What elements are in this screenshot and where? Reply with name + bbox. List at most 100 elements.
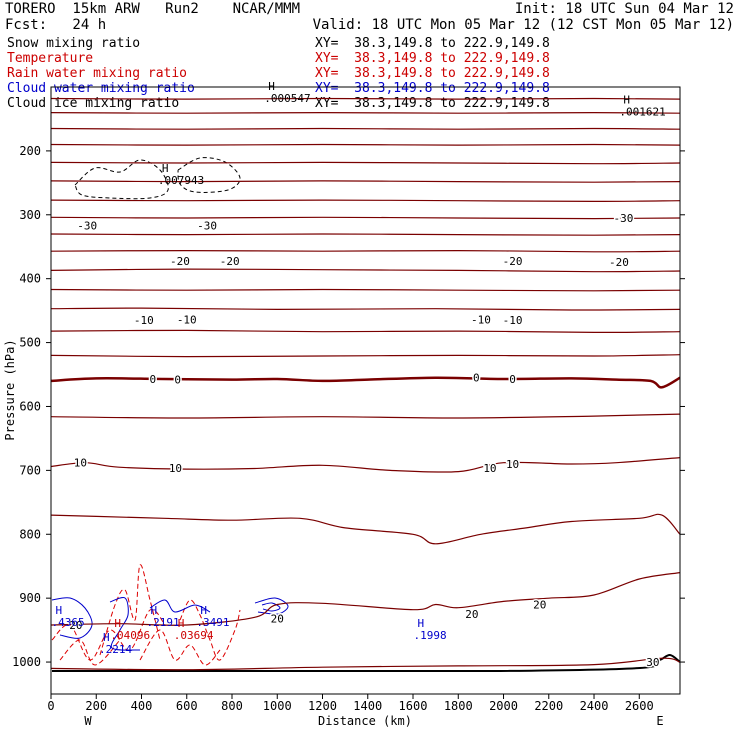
- max-marker: H: [151, 604, 158, 617]
- y-tick-label: 200: [19, 144, 41, 158]
- x-axis-label: Distance (km): [318, 714, 412, 728]
- isotherm-label: 30: [646, 656, 659, 669]
- y-tick-label: 800: [19, 527, 41, 541]
- y-tick-label: 500: [19, 336, 41, 350]
- isotherm-label: 0: [174, 374, 181, 387]
- isotherm-lines: [50, 97, 681, 671]
- field-name-cloud-ice: Cloud ice mixing ratio: [7, 96, 180, 111]
- cloud-water-contour: [149, 599, 211, 613]
- max-marker: H: [623, 94, 630, 107]
- field-name-snow: Snow mixing ratio: [7, 36, 141, 51]
- isotherm-line: [50, 329, 681, 334]
- y-tick-label: 400: [19, 272, 41, 286]
- max-value: .007943: [158, 174, 204, 187]
- isotherm-label: -20: [503, 255, 523, 268]
- x-tick-label: 2400: [580, 699, 609, 713]
- isotherm-label: -20: [220, 255, 240, 268]
- isotherm-line: [50, 180, 681, 183]
- y-tick-label: 300: [19, 208, 41, 222]
- isotherm-line: [50, 111, 681, 114]
- isotherm-line: [50, 657, 681, 671]
- isotherm-line: [50, 97, 681, 100]
- x-tick-label: 1000: [263, 699, 292, 713]
- max-value: .2191: [147, 616, 180, 629]
- header-valid: Valid: 18 UTC Mon 05 Mar 12 (12 CST Mon …: [312, 17, 734, 33]
- isotherm-line: [50, 288, 681, 292]
- isotherm-line: [50, 513, 681, 545]
- header-fcst: Fcst: 24 h: [5, 17, 107, 33]
- x-tick-label: 1600: [399, 699, 428, 713]
- header-init: Init: 18 UTC Sun 04 Mar 12: [514, 1, 734, 17]
- west-label: W: [84, 714, 92, 728]
- isotherm-label: -30: [77, 220, 97, 233]
- y-tick-label: 1000: [12, 655, 41, 669]
- isotherm-label: 0: [473, 372, 480, 385]
- max-marker: H: [200, 604, 207, 617]
- max-value: .000547: [264, 92, 310, 105]
- y-axis-label: Pressure (hPa): [3, 339, 17, 440]
- rain-contour: [59, 639, 121, 666]
- max-marker: H: [178, 617, 185, 630]
- isotherm-label: 10: [483, 462, 496, 475]
- field-xy-snow: XY= 38.3,149.8 to 222.9,149.8: [315, 36, 550, 51]
- cloud-water-contour: [254, 597, 289, 615]
- field-xy-rain: XY= 38.3,149.8 to 222.9,149.8: [315, 66, 550, 81]
- field-xy-temperature: XY= 38.3,149.8 to 222.9,149.8: [315, 51, 550, 66]
- terrain-line: [52, 653, 681, 673]
- isotherm-line: [50, 249, 681, 253]
- max-marker: H: [103, 631, 110, 644]
- isotherm-label: 20: [69, 619, 82, 632]
- isotherm-line: [50, 307, 681, 311]
- isotherm-line: [50, 354, 681, 358]
- y-tick-label: 700: [19, 463, 41, 477]
- field-xy-cloud-water: XY= 38.3,149.8 to 222.9,149.8: [315, 81, 550, 96]
- isotherm-label: -20: [170, 255, 190, 268]
- max-marker: H: [114, 617, 121, 630]
- max-marker: H: [418, 617, 425, 630]
- field-name-cloud-water: Cloud water mixing ratio: [7, 81, 195, 96]
- max-value: .04096: [110, 629, 150, 642]
- isotherm-line: [50, 376, 681, 389]
- x-tick-label: 2600: [625, 699, 654, 713]
- isotherm-label: 0: [509, 373, 516, 386]
- isotherm-label: 10: [74, 457, 87, 470]
- isotherm-label: 20: [533, 599, 546, 612]
- isotherm-line: [50, 413, 681, 419]
- max-value: .3491: [196, 616, 229, 629]
- max-value: .4365: [52, 616, 85, 629]
- snow-contour: [74, 159, 169, 200]
- field-name-temperature: Temperature: [7, 51, 94, 66]
- isotherm-line: [50, 143, 681, 146]
- axes: 0 200 400 600 800 1000 1200 1400 1600 1800 2000 220…: [12, 144, 685, 713]
- x-tick-label: 600: [176, 699, 198, 713]
- isotherm-label: -20: [609, 256, 629, 269]
- x-tick-label: 800: [221, 699, 243, 713]
- rain-contour: [139, 629, 221, 666]
- rain-contour: [99, 564, 161, 656]
- cloud-water-contour: [109, 597, 141, 651]
- x-tick-label: 400: [131, 699, 153, 713]
- max-marker: H: [56, 604, 63, 617]
- isotherm-label: -10: [177, 314, 197, 327]
- isotherm-line: [50, 127, 681, 130]
- x-tick-label: 1400: [353, 699, 382, 713]
- x-tick-label: 2200: [534, 699, 563, 713]
- isotherm-line: [50, 572, 681, 626]
- isotherm-label: -30: [613, 212, 633, 225]
- isotherm-label: 20: [465, 608, 478, 621]
- isotherm-label: -30: [197, 220, 217, 233]
- plot-frame: [50, 86, 681, 695]
- y-tick-label: 900: [19, 591, 41, 605]
- isotherm-line: [50, 268, 681, 273]
- isotherm-label: 0: [150, 373, 157, 386]
- isotherm-label: -10: [471, 314, 491, 327]
- snow-contour: [177, 157, 241, 193]
- isotherm-label: -10: [134, 314, 154, 327]
- rain-contour: [179, 599, 241, 661]
- y-tick-label: 600: [19, 399, 41, 413]
- isotherm-line: [50, 161, 681, 165]
- east-label: E: [656, 714, 663, 728]
- isotherm-labels: -30 -30 -30 -20 -20 -20 -20 -10 -10 -10 -10 0 0 0 0 10 1…: [68, 210, 661, 670]
